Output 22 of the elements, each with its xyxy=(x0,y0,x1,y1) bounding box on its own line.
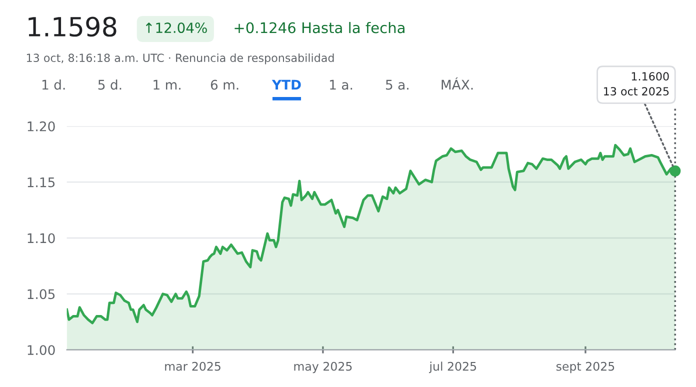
y-tick-label: 1.10 xyxy=(28,233,55,244)
y-tick-label: 1.15 xyxy=(28,177,55,188)
x-tick-label: sept 2025 xyxy=(556,362,614,374)
y-tick-label: 1.05 xyxy=(28,289,55,300)
text: 1 d. xyxy=(42,80,65,90)
text: 5 a. xyxy=(386,80,408,90)
text: 1 a. xyxy=(330,80,352,90)
x-tick-label: jul 2025 xyxy=(429,362,476,374)
x-tick-label: may 2025 xyxy=(294,362,352,374)
y-tick-label: 1.20 xyxy=(28,121,55,132)
chart-title: 1.1598 xyxy=(28,16,116,37)
text: 1 m. xyxy=(154,80,180,90)
y-tick-label: 1.00 xyxy=(28,345,55,356)
text: ↑12.04% xyxy=(146,22,207,34)
text: MÁX. xyxy=(442,77,473,90)
chart-subtitle: 13 oct, 8:16:18 a.m. UTC · Renuncia de responsabilidad xyxy=(26,53,334,64)
text: YTD xyxy=(272,80,301,90)
text: 6 m. xyxy=(210,80,238,90)
text: +0.1246 Hasta la fecha xyxy=(234,22,404,34)
text: 5 d. xyxy=(98,80,122,90)
x-tick-label: mar 2025 xyxy=(165,362,220,371)
annotation: 1.1600 13 oct 2025 xyxy=(604,72,669,96)
